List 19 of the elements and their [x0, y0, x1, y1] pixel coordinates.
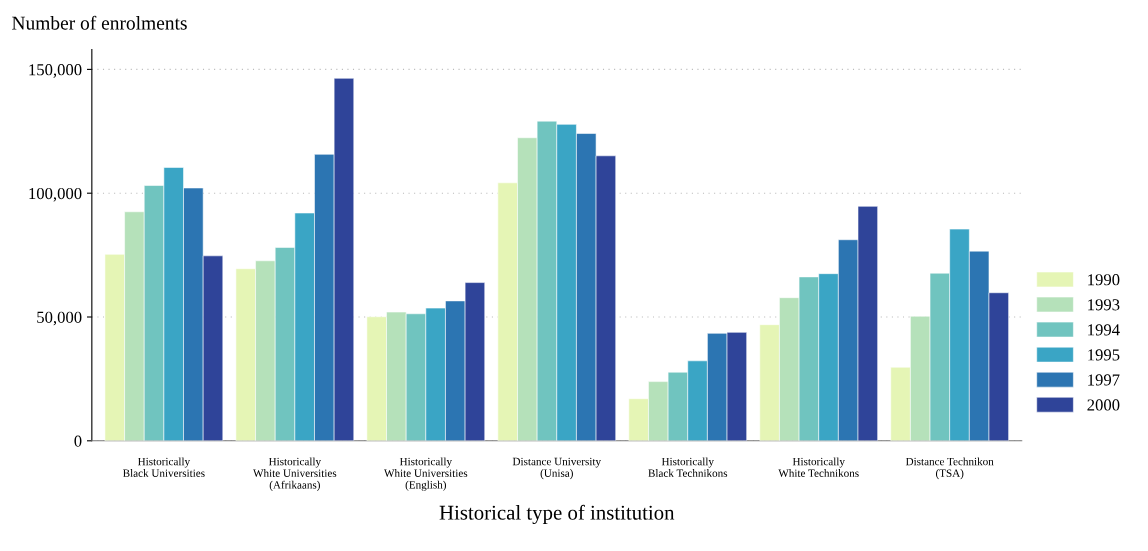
- legend-label: 1995: [1088, 349, 1120, 361]
- y-tick-label: 50,000: [37, 311, 82, 326]
- y-tick-label: 100,000: [29, 187, 82, 202]
- x-tick-label: Distance University (Unisa): [512, 457, 602, 480]
- legend-label: 1997: [1088, 374, 1120, 386]
- x-tick-label: Historically Black Technikons: [648, 457, 728, 477]
- legend-label: 1990: [1088, 274, 1120, 286]
- x-tick-label: Historically Black Universities: [123, 457, 205, 477]
- y-tick-label: 150,000: [29, 64, 82, 78]
- x-axis-title: Historical type of institution: [439, 504, 675, 524]
- y-axis-title: Number of enrolments: [12, 15, 187, 30]
- x-tick-label: Historically White Universities (Afrikaans): [253, 457, 337, 491]
- x-tick-label: Historically White Universities (English): [384, 457, 468, 491]
- y-tick-label: 0: [74, 435, 82, 447]
- x-tick-label: Historically White Technikons: [778, 457, 859, 477]
- x-tick-label: Distance Technikon (TSA): [905, 457, 994, 480]
- legend-label: 2000: [1087, 399, 1120, 411]
- legend-label: 1993: [1088, 299, 1120, 311]
- legend-label: 1994: [1088, 324, 1120, 336]
